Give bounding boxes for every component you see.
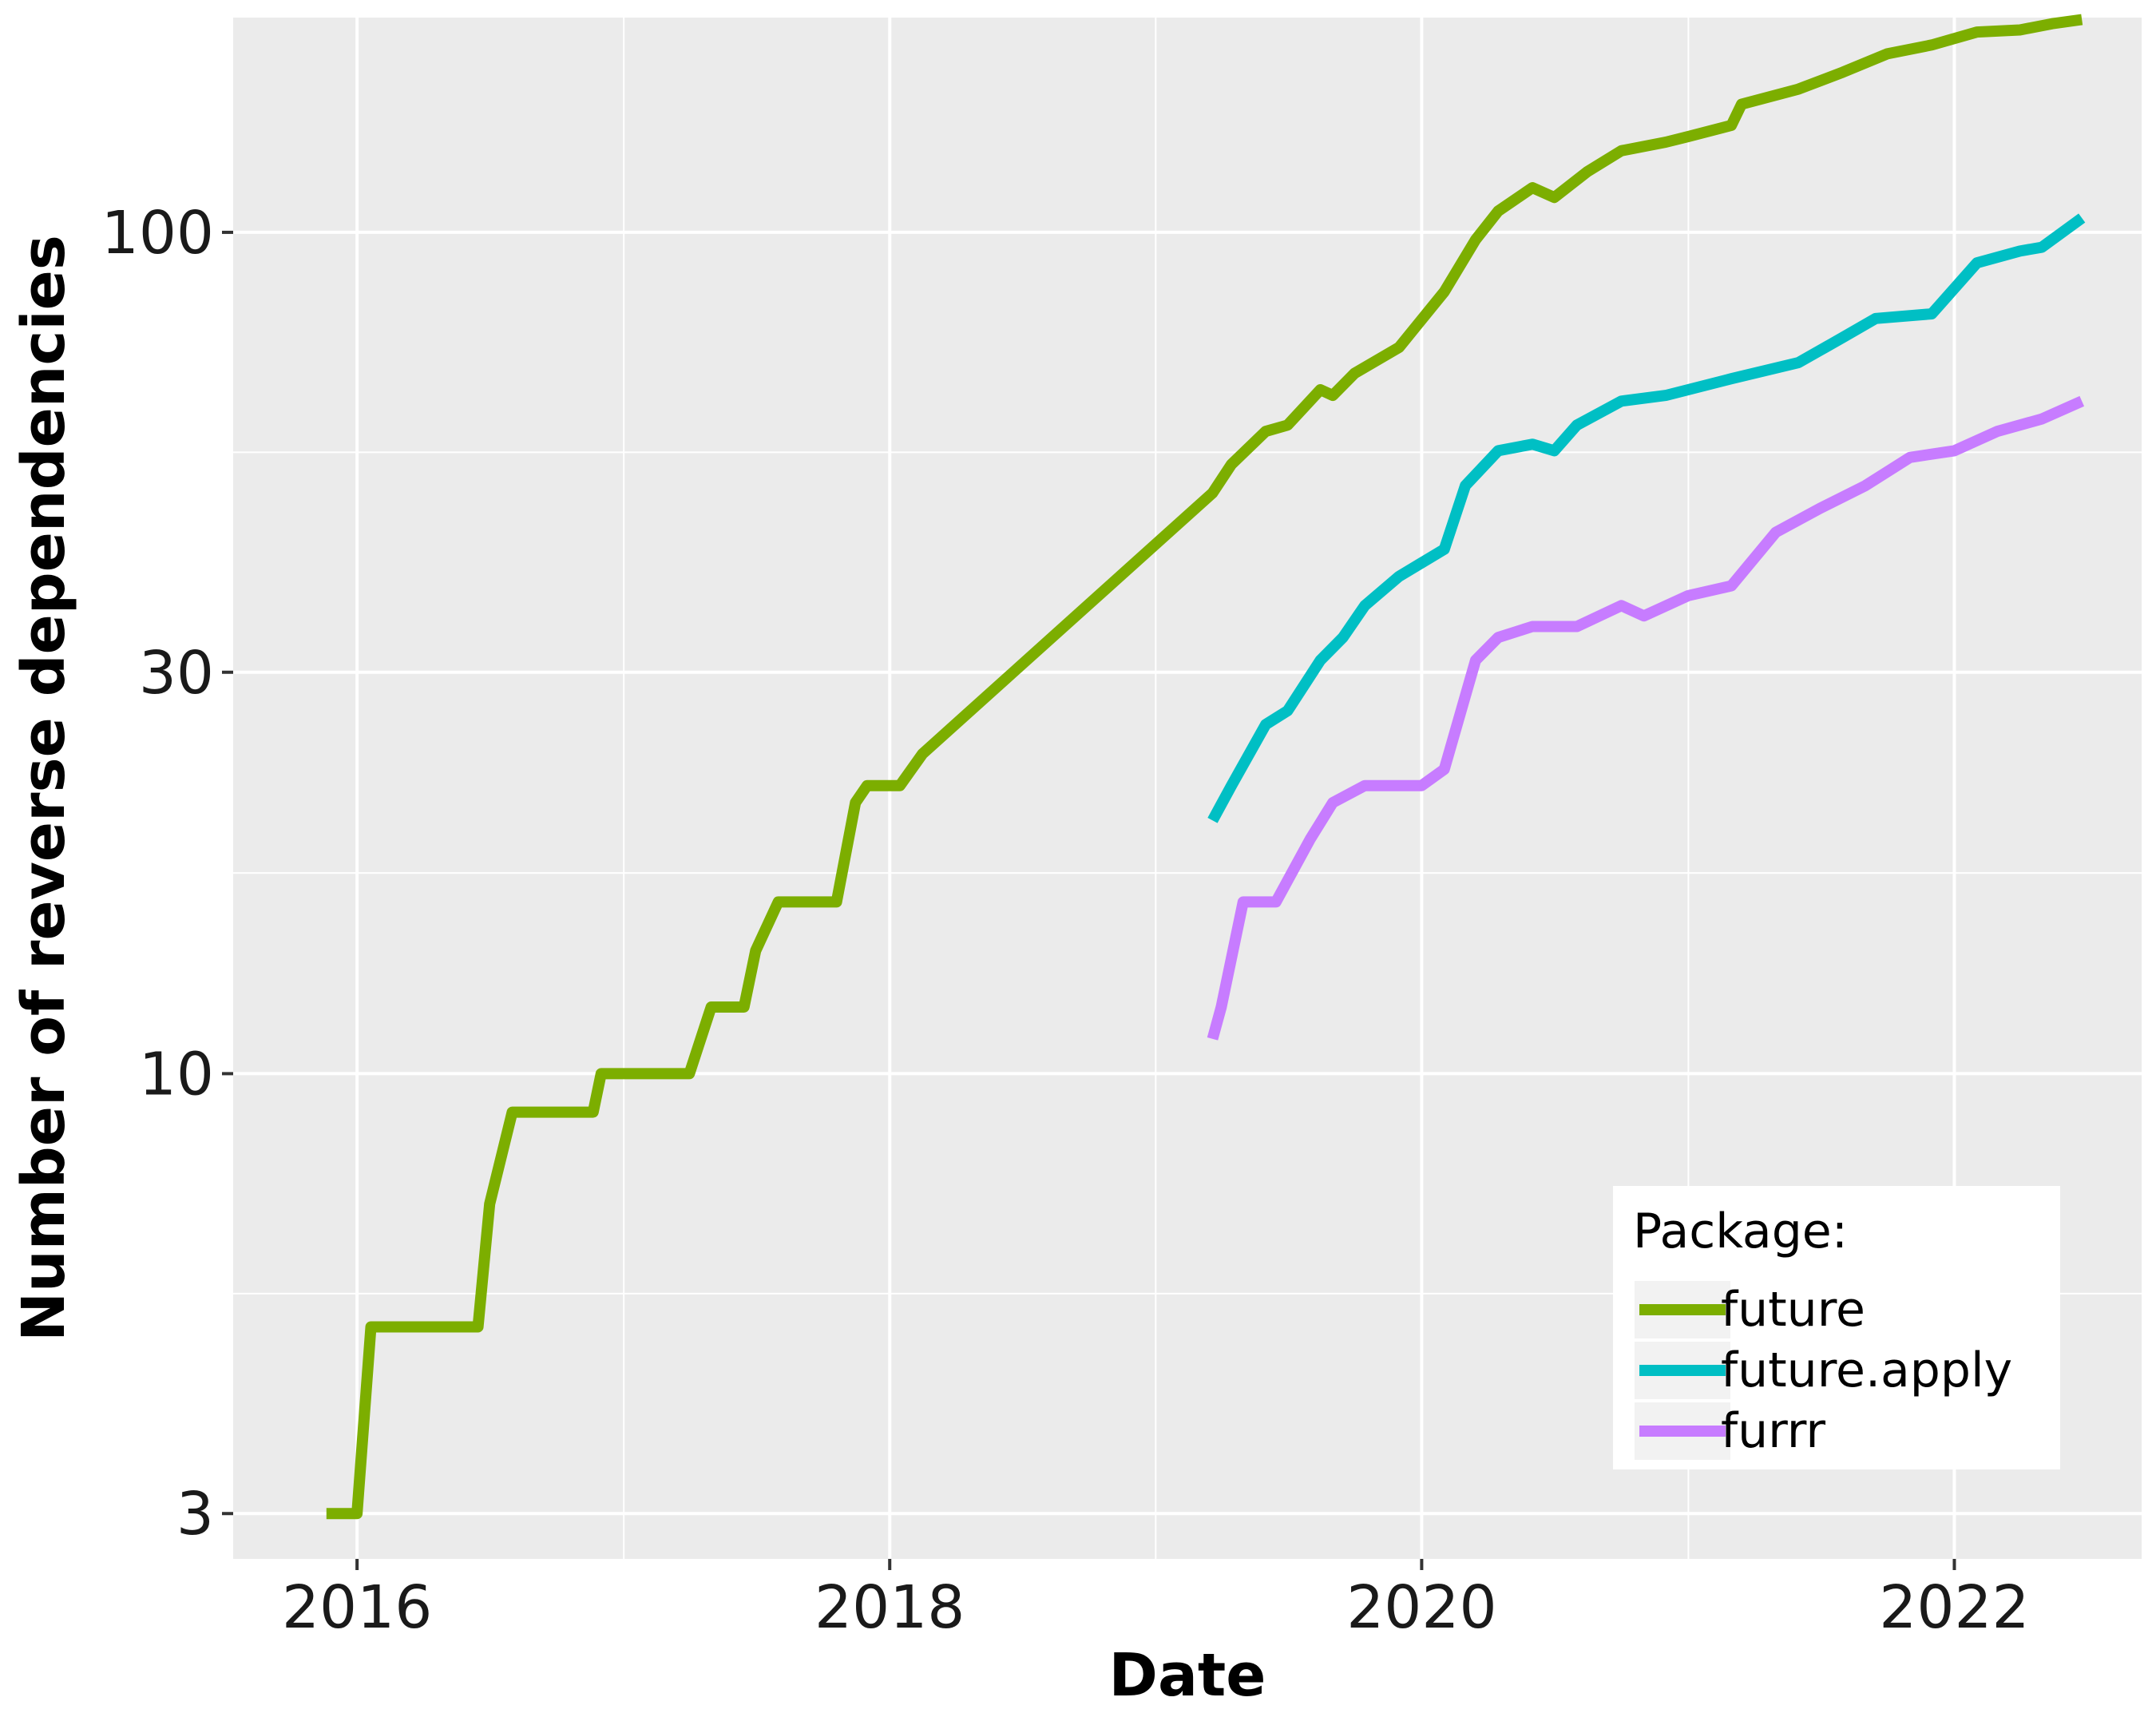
y-tick-label: 3 [176, 1480, 214, 1549]
x-tick-label: 2018 [814, 1573, 965, 1642]
legend-label: future.apply [1721, 1342, 2012, 1398]
y-axis-title: Number of reverse dependencies [10, 235, 78, 1342]
series-line-furrr [1207, 395, 2085, 1041]
x-tick-label: 2020 [1346, 1573, 1496, 1642]
series-lines [326, 14, 2086, 1520]
legend-label: furrr [1721, 1403, 1825, 1459]
y-tick-label: 10 [139, 1040, 214, 1108]
series-line-future [326, 14, 2083, 1520]
y-tick-label: 30 [139, 639, 214, 708]
y-axis: 3 10 30 100 [101, 199, 233, 1549]
y-tick-label: 100 [101, 199, 214, 268]
x-tick-label: 2022 [1879, 1573, 2029, 1642]
x-tick-label: 2016 [282, 1573, 432, 1642]
legend-label: future [1721, 1282, 1865, 1338]
x-axis-title: Date [1109, 1641, 1266, 1710]
minor-gridlines [233, 18, 2142, 1559]
legend-title: Package: [1633, 1204, 1848, 1259]
x-axis: 2016 2018 2020 2022 [282, 1559, 2030, 1642]
series-line-future-apply [1207, 213, 2086, 823]
